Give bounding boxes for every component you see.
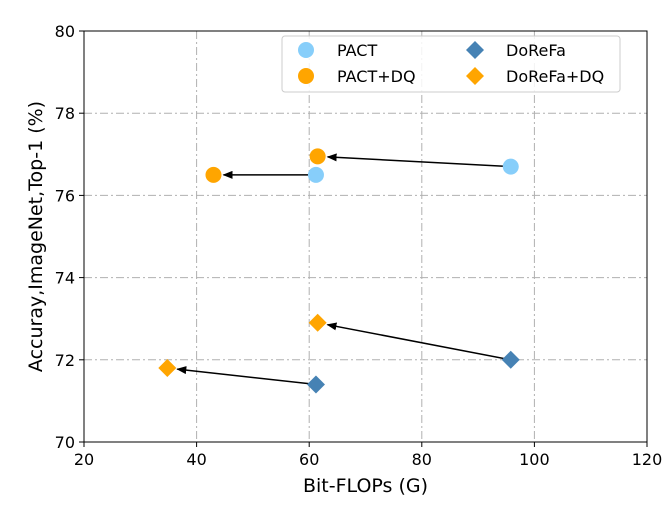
- x-tick-label: 100: [519, 450, 550, 469]
- gridlines: [84, 31, 647, 442]
- arrows: [176, 153, 515, 386]
- legend-label-pact: PACT: [337, 41, 377, 60]
- pact-dq-point: [205, 166, 222, 183]
- legend-label-dorefa-dq: DoReFa+DQ: [506, 67, 604, 86]
- dorefa-point: [501, 350, 520, 369]
- x-tick-label: 120: [632, 450, 663, 469]
- y-tick-label: 80: [55, 22, 75, 41]
- x-tick-label: 40: [186, 450, 206, 469]
- legend: PACT PACT+DQ DoReFa DoReFa+DQ: [281, 35, 621, 93]
- arrow: [326, 322, 515, 362]
- legend-label-pact-dq: PACT+DQ: [337, 67, 416, 86]
- pact-point: [307, 166, 324, 183]
- axis-ticks: 20 40 60 80 100 120 70 72 74 76 78 80: [55, 22, 663, 469]
- legend-marker-pact: [298, 42, 314, 58]
- x-tick-label: 60: [299, 450, 319, 469]
- legend-marker-pact-dq: [298, 68, 314, 84]
- pact-dq-point: [309, 148, 326, 165]
- legend-marker-dorefa-dq: [466, 67, 484, 85]
- x-tick-label: 80: [412, 450, 432, 469]
- y-axis-title: Accuray,ImageNet,Top-1 (%): [25, 101, 47, 372]
- y-tick-label: 76: [55, 186, 75, 205]
- dorefa-point: [306, 375, 325, 394]
- y-tick-label: 70: [55, 433, 75, 452]
- legend-label-dorefa: DoReFa: [506, 41, 566, 60]
- y-tick-label: 72: [55, 351, 75, 370]
- dorefa-dq-point: [308, 313, 327, 332]
- plot-frame: [83, 30, 648, 443]
- dorefa-dq-point: [158, 359, 177, 378]
- legend-box: [281, 35, 621, 93]
- legend-marker-dorefa: [466, 41, 484, 59]
- arrow: [176, 366, 321, 386]
- x-axis-title: Bit-FLOPs (G): [303, 475, 428, 497]
- arrow: [326, 153, 515, 168]
- y-tick-label: 78: [55, 104, 75, 123]
- x-tick-label: 20: [74, 450, 94, 469]
- pact-point: [502, 158, 519, 175]
- data-points: [158, 148, 520, 394]
- y-tick-label: 74: [55, 269, 75, 288]
